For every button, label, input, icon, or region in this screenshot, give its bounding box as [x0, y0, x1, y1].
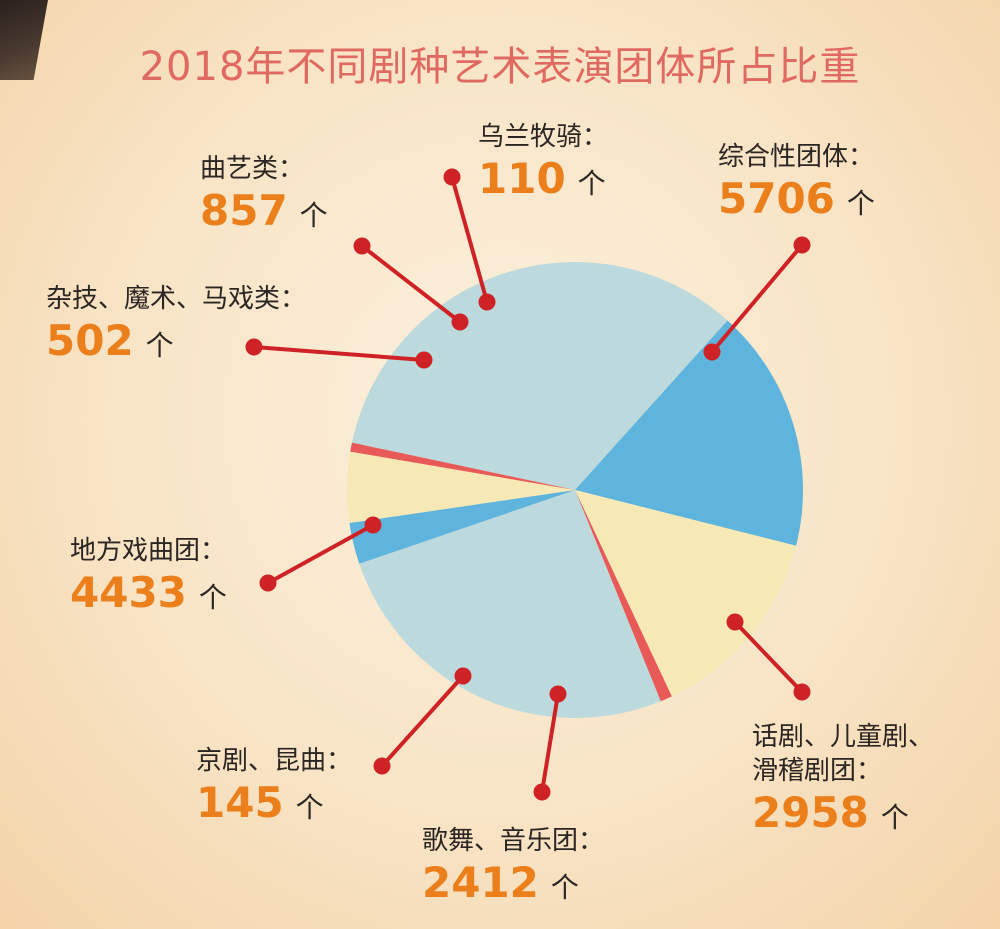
pie-slice-3: [575, 490, 797, 697]
leader-dot-inner-6: [415, 351, 433, 369]
label-name: 杂技、魔术、马戏类：: [46, 284, 307, 314]
label-value: 4433: [70, 568, 187, 617]
chart-title: 2018年不同剧种艺术表演团体所占比重: [139, 44, 861, 90]
leader-dot-outer-6: [245, 338, 263, 356]
pie-slice-2: [575, 320, 804, 546]
pie-slice-1: [351, 262, 728, 490]
label-name: 乌兰牧骑：: [478, 122, 609, 152]
leader-line-7: [360, 244, 462, 324]
leader-line-2: [733, 620, 804, 694]
label-歌舞音乐团: 歌舞、音乐团： 2412 个: [422, 824, 604, 908]
label-杂技魔术马戏类: 杂技、魔术、马戏类： 502 个: [46, 282, 306, 366]
leader-dot-outer-3: [533, 783, 551, 801]
label-name-line2: 滑稽剧团：: [752, 756, 883, 786]
leader-dot-outer-2: [793, 683, 811, 701]
label-话剧儿童剧滑稽剧团: 话剧、儿童剧、 滑稽剧团： 2958 个: [752, 720, 934, 838]
leader-dot-outer-5: [259, 574, 277, 592]
leader-dot-outer-7: [353, 237, 371, 255]
leader-dot-inner-2: [726, 613, 744, 631]
label-name: 曲艺类：: [200, 154, 305, 184]
label-value: 2412: [422, 858, 539, 907]
label-name: 京剧、昆曲：: [196, 746, 353, 776]
leader-line-5: [267, 523, 374, 585]
label-value: 857: [200, 186, 288, 235]
label-value: 145: [196, 778, 284, 827]
leader-dot-inner-3: [549, 685, 567, 703]
label-value: 2958: [752, 788, 869, 837]
label-unit: 个: [550, 871, 579, 904]
label-unit: 个: [577, 167, 606, 200]
leader-dot-inner-1: [703, 343, 721, 361]
pie-slice-7: [347, 451, 575, 524]
leader-dot-outer-8: [443, 168, 461, 186]
pie-slice-6: [349, 490, 575, 564]
label-unit: 个: [295, 791, 324, 824]
leader-line-1: [710, 243, 804, 354]
pie-slice-5: [359, 490, 661, 718]
leader-dot-inner-4: [454, 667, 472, 685]
label-乌兰牧骑: 乌兰牧骑： 110 个: [478, 120, 608, 204]
label-name: 歌舞、音乐团：: [422, 826, 605, 856]
label-name: 话剧、儿童剧、: [752, 722, 935, 752]
label-曲艺类: 曲艺类： 857 个: [200, 152, 328, 236]
label-value: 5706: [718, 174, 835, 223]
label-name: 综合性团体：: [718, 142, 875, 172]
label-地方戏曲团: 地方戏曲团： 4433 个: [70, 534, 227, 618]
label-unit: 个: [299, 199, 328, 232]
pie-slice-4: [575, 490, 672, 702]
label-unit: 个: [198, 581, 227, 614]
leader-line-8: [450, 176, 489, 303]
leader-dot-inner-8: [478, 293, 496, 311]
pie-slice-8: [350, 442, 575, 490]
label-京剧昆曲: 京剧、昆曲： 145 个: [196, 744, 352, 828]
label-name: 地方戏曲团：: [70, 536, 227, 566]
label-unit: 个: [880, 801, 909, 834]
leader-line-6: [253, 345, 425, 362]
label-unit: 个: [145, 329, 174, 362]
leader-dot-outer-4: [373, 757, 391, 775]
label-综合性团体: 综合性团体： 5706 个: [718, 140, 875, 224]
leader-line-3: [540, 693, 560, 793]
leader-dot-inner-5: [364, 516, 382, 534]
label-value: 502: [46, 316, 134, 365]
leader-dot-inner-7: [451, 313, 469, 331]
leader-dot-outer-1: [793, 236, 811, 254]
label-unit: 个: [846, 187, 875, 220]
label-value: 110: [478, 154, 566, 203]
leader-line-4: [380, 674, 465, 768]
